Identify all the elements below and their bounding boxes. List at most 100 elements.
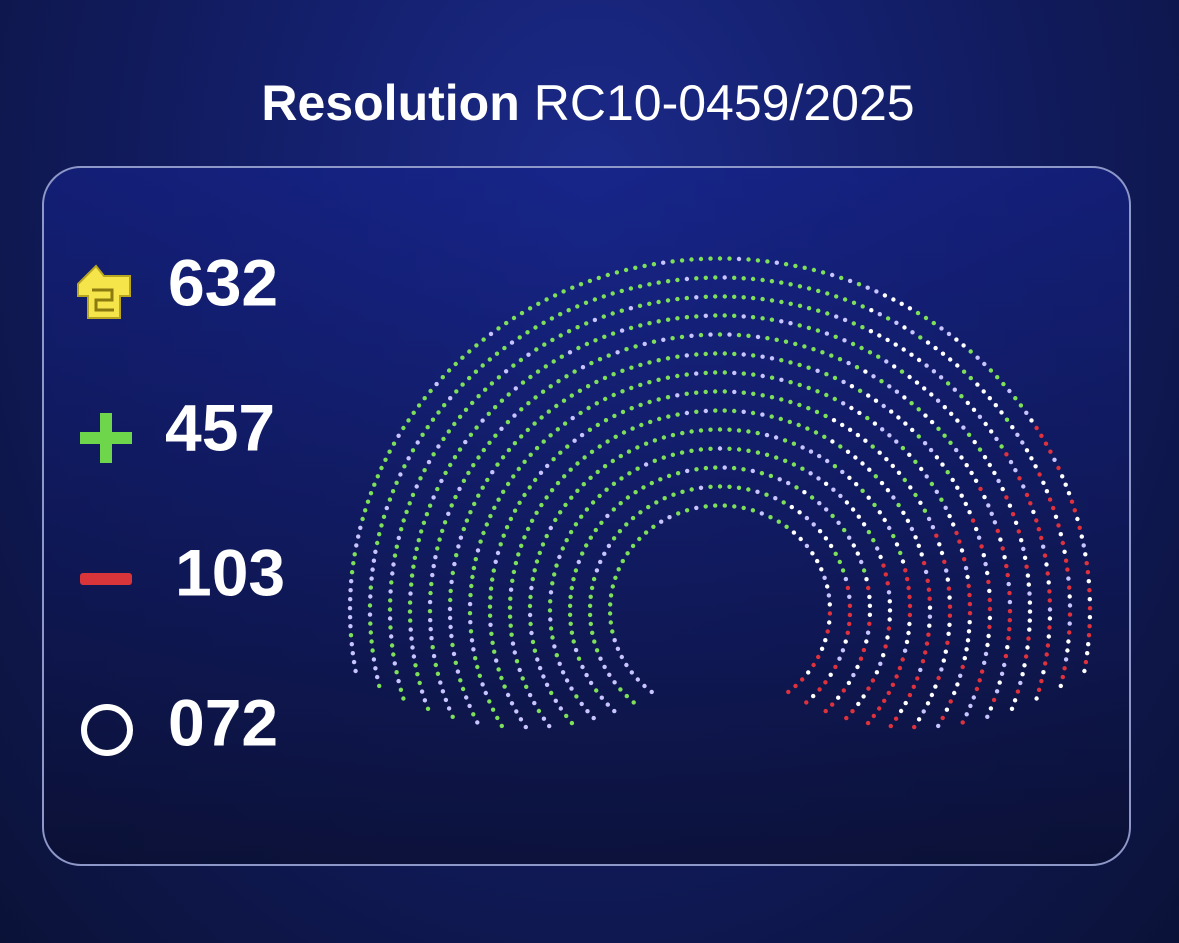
seat [354,543,359,548]
seat [1039,535,1044,541]
seat [440,375,445,380]
seat [842,297,848,302]
seat [787,419,792,425]
seat [708,484,713,489]
seat [583,300,589,305]
seat [530,576,535,582]
seat [628,286,634,291]
seat [804,515,810,521]
seat [575,304,580,309]
seat [349,579,354,584]
seat [945,640,950,645]
seat [619,328,625,333]
seat [535,657,540,662]
seat [428,388,433,394]
seat [526,401,531,406]
seat [751,372,756,377]
seat [727,484,732,489]
seat [947,595,952,600]
seat [935,398,941,403]
seat [954,447,959,453]
seat [425,706,431,711]
seat [949,411,954,416]
seat [526,352,531,357]
seat [487,699,492,704]
seat [919,552,924,557]
seat [471,565,477,571]
seat [365,499,371,504]
seat [527,485,532,490]
seat [760,373,765,379]
seat [349,642,354,647]
seat [527,306,533,311]
seat [564,713,569,719]
seat [1042,553,1048,558]
seat [584,507,590,512]
seat [939,497,944,502]
seat [750,468,755,474]
seat [1029,418,1034,423]
seat [893,716,899,721]
seat [1062,666,1067,671]
seat [638,382,643,388]
seat [550,581,555,586]
seat [1004,495,1009,500]
seat [783,339,789,344]
seat [698,485,704,490]
seat [596,275,601,281]
seat [501,489,506,494]
seat [843,639,848,644]
seat [570,285,575,290]
seat [874,670,880,675]
seat [861,522,867,527]
seat [523,724,528,730]
seat [375,474,380,479]
seat [912,724,917,730]
seat [833,664,838,670]
seat [457,447,463,452]
seat [1086,579,1092,584]
seat [448,588,453,594]
seat [883,572,888,577]
seat [908,485,913,490]
seat [532,648,538,653]
seat [797,510,802,515]
seat [694,505,699,511]
seat [788,301,793,306]
seat [628,306,634,311]
seat [703,408,708,414]
seat [558,312,563,317]
seat [1067,585,1072,590]
seat [922,508,928,513]
seat [820,270,826,275]
seat [996,478,1001,484]
seat [1051,505,1056,511]
seat [967,601,973,607]
seat [532,568,537,573]
seat [471,712,476,717]
seat [675,393,680,398]
seat [1048,449,1053,454]
seat [684,276,690,282]
seat [845,585,851,591]
seat [1075,516,1080,522]
seat [493,405,498,410]
seat [455,669,461,674]
seat [851,321,856,326]
seat [618,501,623,506]
seat [602,464,608,469]
seat [1007,627,1012,632]
seat [909,526,915,532]
seat [463,407,469,412]
seat [480,363,485,368]
hemicycle [347,256,1093,730]
seat [989,511,994,516]
seat [750,508,756,513]
seat [765,259,770,264]
seat [494,658,499,663]
seat [860,461,865,466]
seat [805,426,810,431]
seat [1028,501,1033,506]
seat [860,304,865,309]
seat [610,291,615,296]
